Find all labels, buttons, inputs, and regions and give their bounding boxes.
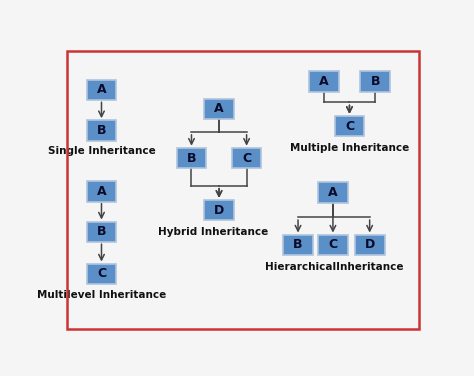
Text: A: A	[214, 102, 224, 115]
Text: Multilevel Inheritance: Multilevel Inheritance	[37, 290, 166, 300]
Text: A: A	[319, 75, 328, 88]
Text: B: B	[187, 152, 196, 165]
Text: B: B	[370, 75, 380, 88]
FancyBboxPatch shape	[318, 182, 348, 203]
Text: A: A	[97, 83, 106, 97]
Text: Multiple Inheritance: Multiple Inheritance	[290, 143, 409, 153]
Text: Hybrid Inheritance: Hybrid Inheritance	[158, 227, 269, 237]
FancyBboxPatch shape	[360, 71, 390, 92]
FancyBboxPatch shape	[204, 200, 234, 220]
FancyBboxPatch shape	[87, 264, 117, 284]
Text: C: C	[97, 267, 106, 280]
Text: HierarchicalInheritance: HierarchicalInheritance	[265, 262, 403, 273]
Text: C: C	[345, 120, 354, 133]
FancyBboxPatch shape	[232, 148, 262, 168]
Text: D: D	[365, 238, 375, 252]
Text: B: B	[97, 124, 106, 137]
Text: D: D	[214, 204, 224, 217]
FancyBboxPatch shape	[335, 116, 365, 136]
Text: C: C	[242, 152, 251, 165]
Text: Single Inheritance: Single Inheritance	[47, 146, 155, 156]
FancyBboxPatch shape	[309, 71, 338, 92]
FancyBboxPatch shape	[87, 221, 117, 242]
Text: A: A	[97, 185, 106, 198]
FancyBboxPatch shape	[204, 99, 234, 119]
FancyBboxPatch shape	[355, 235, 384, 255]
Text: A: A	[328, 186, 338, 199]
FancyBboxPatch shape	[283, 235, 313, 255]
Text: B: B	[97, 225, 106, 238]
FancyBboxPatch shape	[87, 120, 117, 141]
FancyBboxPatch shape	[318, 235, 348, 255]
FancyBboxPatch shape	[87, 181, 117, 202]
Text: B: B	[293, 238, 303, 252]
Text: C: C	[328, 238, 337, 252]
FancyBboxPatch shape	[87, 80, 117, 100]
FancyBboxPatch shape	[177, 148, 206, 168]
